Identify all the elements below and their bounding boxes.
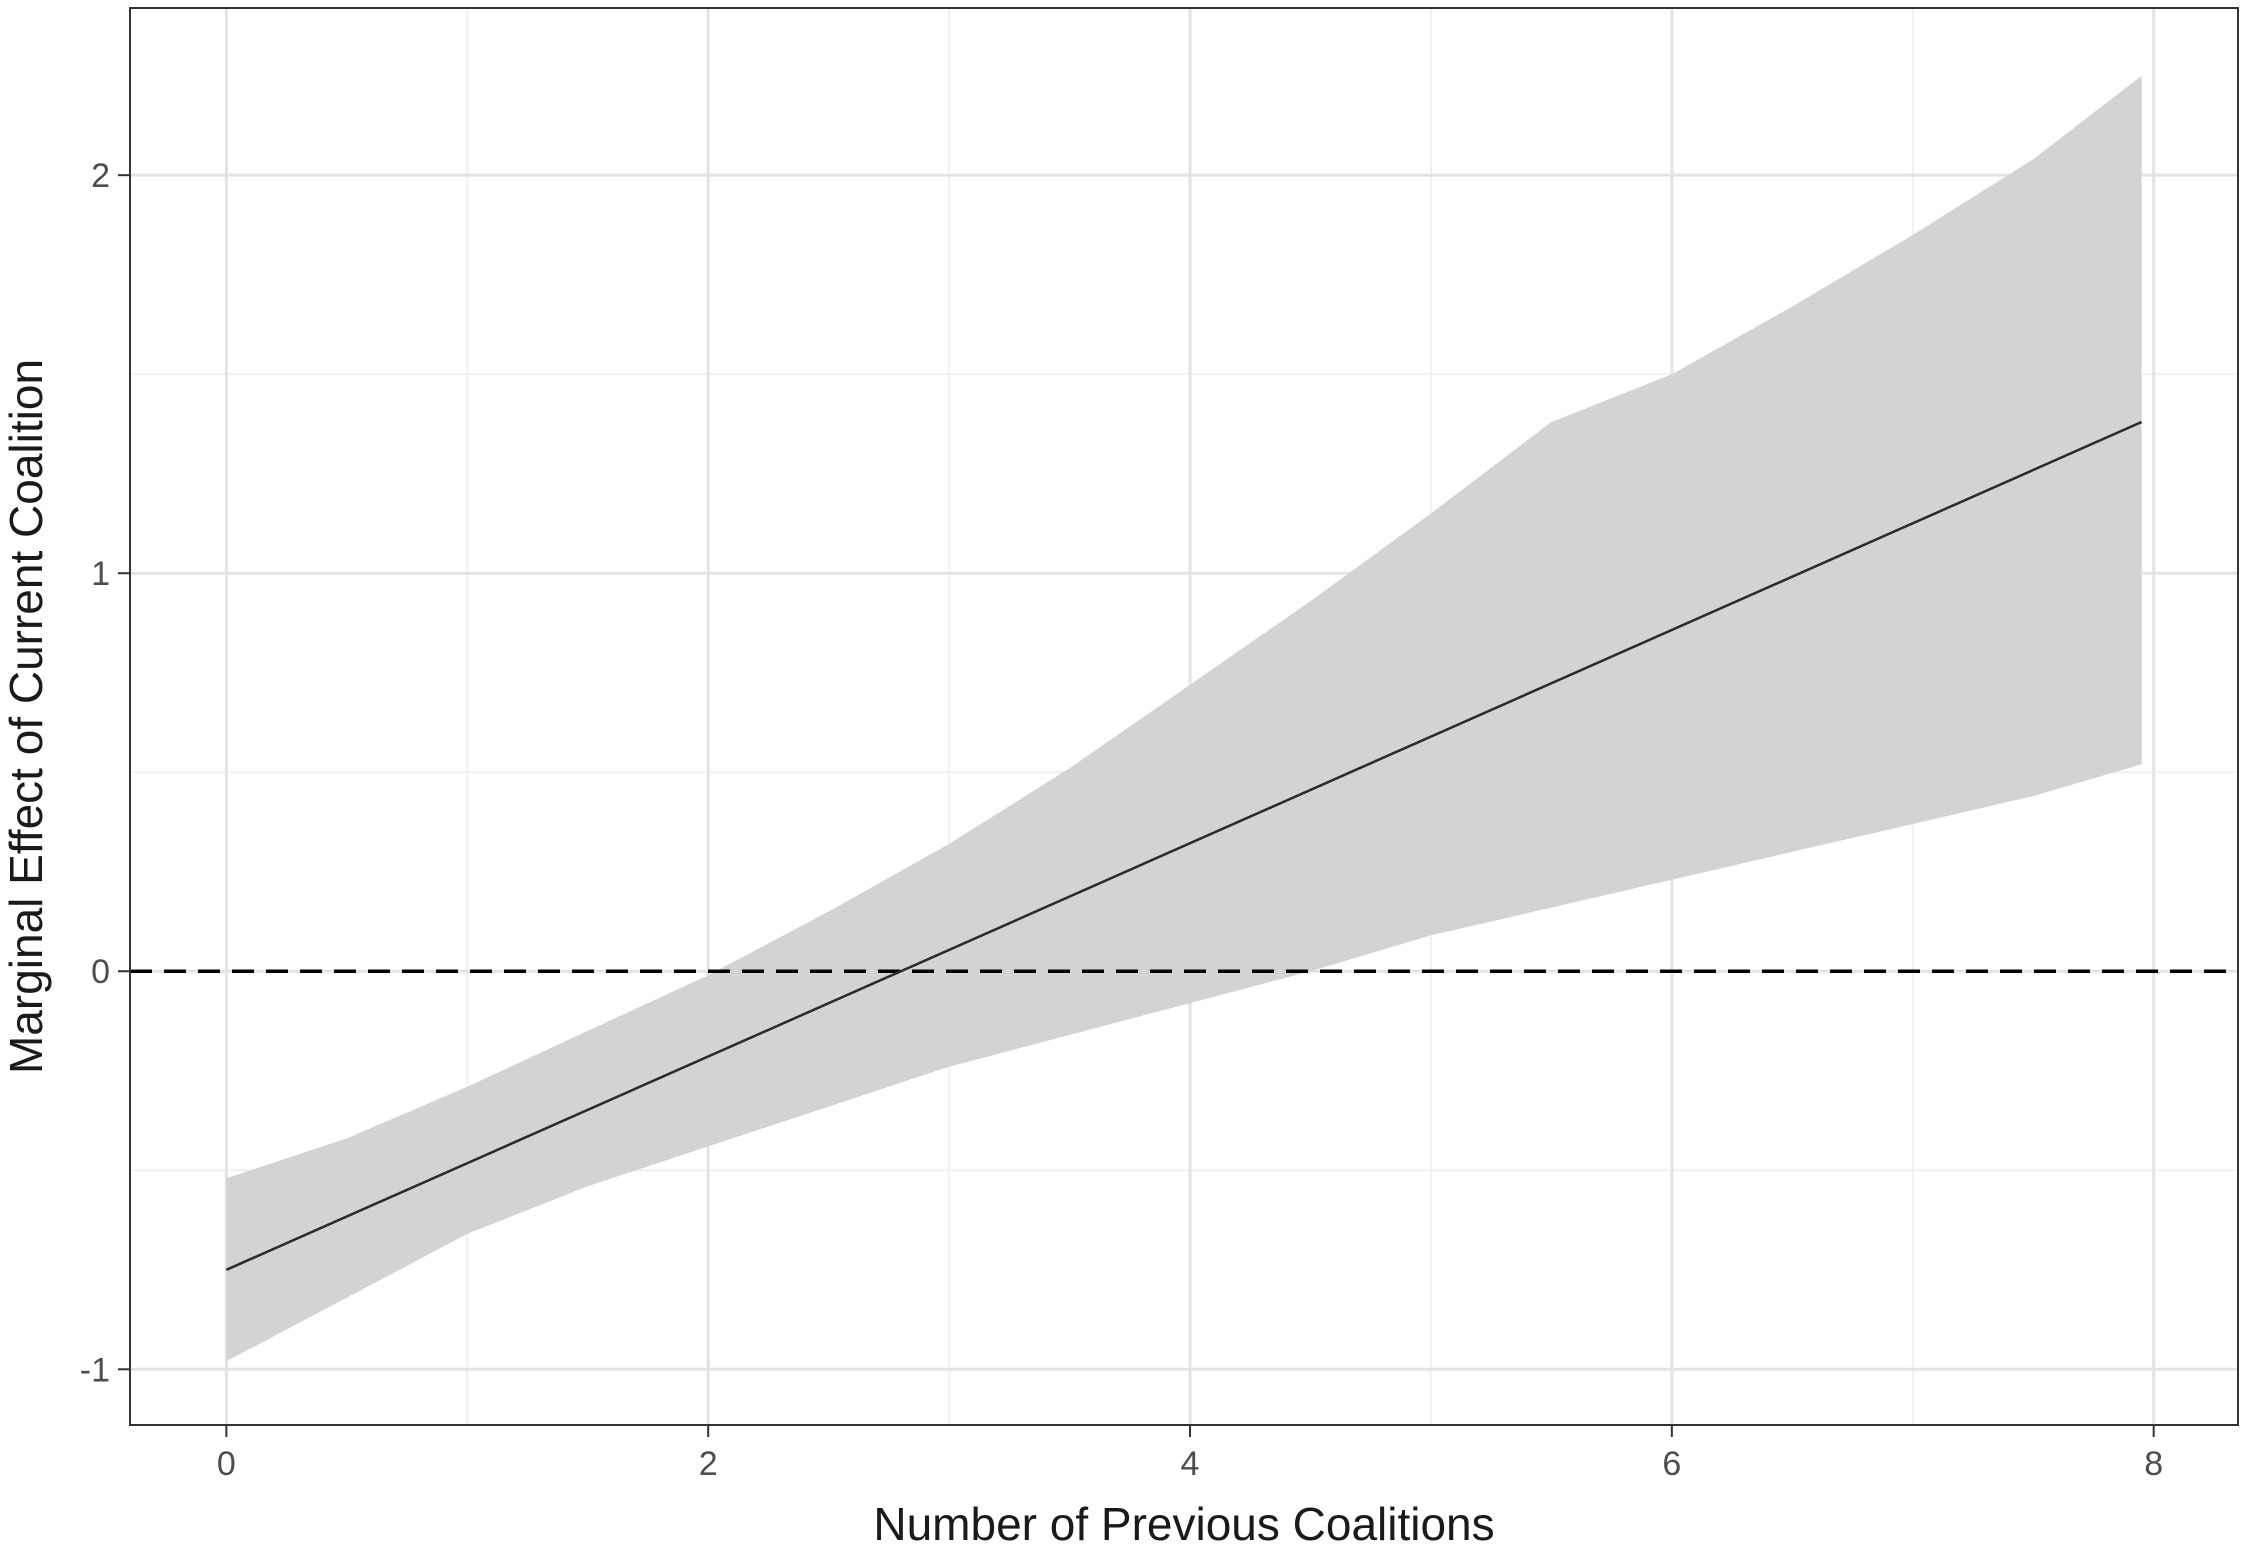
y-tick-label: 2 [91, 157, 110, 195]
x-tick-label: 4 [1181, 1445, 1200, 1483]
series-line-layer [225, 420, 2143, 1271]
y-tick-label: -1 [80, 1351, 110, 1389]
y-tick-label: 0 [91, 953, 110, 991]
y-axis-ticks: -1 0 1 2 [80, 157, 130, 1389]
confidence-band-layer [226, 75, 2142, 1362]
x-tick-label: 8 [2144, 1445, 2163, 1483]
x-axis-ticks: 0 2 4 6 8 [217, 1425, 2163, 1483]
plot-panel-border [129, 7, 2239, 1426]
y-axis-title: Marginal Effect of Current Coalition [0, 359, 52, 1074]
x-axis-title: Number of Previous Coalitions [873, 1498, 1494, 1549]
x-tick-label: 6 [1662, 1445, 1681, 1483]
x-tick-label: 0 [217, 1445, 236, 1483]
y-tick-label: 1 [91, 555, 110, 593]
marginal-effect-line [225, 420, 2143, 1271]
x-tick-label: 2 [699, 1445, 718, 1483]
confidence-band [226, 75, 2142, 1362]
